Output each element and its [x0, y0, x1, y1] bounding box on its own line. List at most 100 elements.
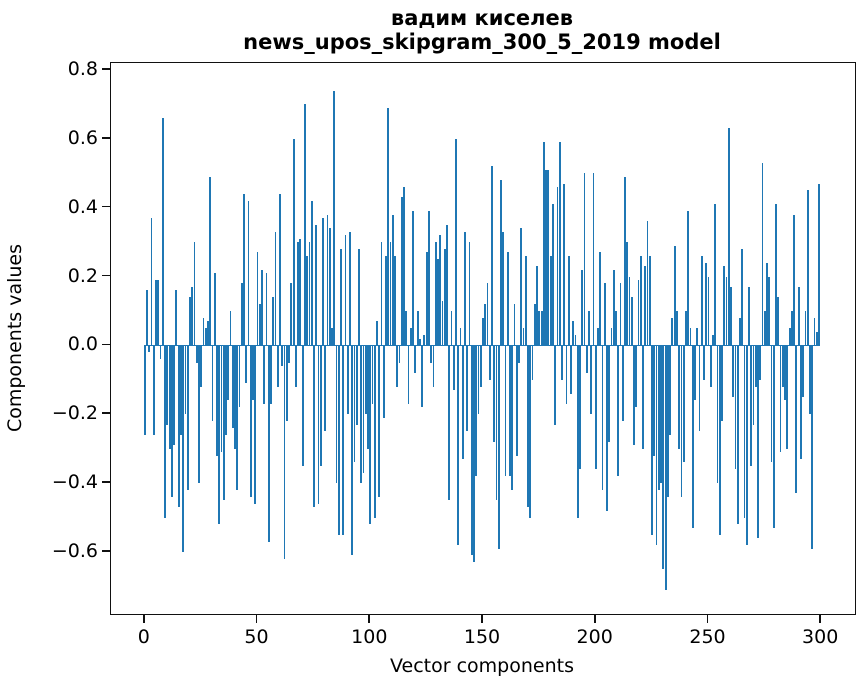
bar-component-108	[387, 107, 390, 346]
bar-component-151	[484, 304, 487, 346]
bar-component-13	[173, 345, 176, 446]
bar-component-146	[473, 345, 475, 563]
bar-component-236	[675, 310, 678, 346]
bar-component-11	[168, 345, 171, 449]
bar-component-115	[403, 186, 405, 346]
bar-component-28	[207, 321, 209, 346]
bar-component-168	[522, 328, 525, 346]
bar-component-35	[222, 345, 225, 501]
y-tick-label-−0.2: −0.2	[51, 402, 98, 425]
y-tick-label-0.4: 0.4	[67, 195, 98, 218]
bar-component-1	[146, 290, 148, 346]
bar-component-31	[213, 273, 216, 346]
bar-component-162	[509, 345, 511, 477]
bar-component-120	[414, 345, 417, 373]
bar-component-131	[439, 235, 442, 346]
bar-component-40	[234, 345, 236, 449]
y-tick-label-0.8: 0.8	[67, 57, 98, 80]
x-tick-label-0: 0	[137, 626, 150, 648]
bar-component-167	[520, 228, 523, 346]
bar-component-280	[775, 204, 777, 346]
bar-component-129	[434, 242, 437, 346]
bar-component-257	[723, 266, 726, 346]
bar-component-288	[793, 214, 796, 346]
y-tick-mark-−0.2	[102, 412, 110, 415]
bar-component-268	[748, 286, 750, 346]
bar-component-54	[265, 273, 268, 346]
bar-component-58	[274, 231, 277, 346]
bar-component-88	[342, 345, 345, 535]
bar-component-240	[685, 310, 687, 346]
bar-component-187	[565, 345, 568, 404]
bar-component-163	[511, 345, 514, 490]
bar-component-256	[721, 345, 723, 422]
chart-title-line1: вадим киселев	[390, 6, 574, 30]
x-tick-mark-300	[819, 615, 822, 623]
bar-component-231	[664, 345, 667, 590]
bar-component-160	[504, 345, 507, 477]
bar-component-175	[538, 310, 541, 346]
x-tick-label-150: 150	[463, 626, 501, 648]
bar-component-279	[772, 345, 775, 528]
bar-component-190	[572, 321, 575, 346]
bar-component-247	[700, 255, 703, 346]
bar-component-185	[561, 345, 563, 380]
bar-component-220	[639, 255, 642, 346]
bar-component-195	[583, 173, 586, 346]
bar-component-16	[179, 345, 182, 435]
bar-component-61	[281, 345, 284, 367]
bar-component-255	[718, 345, 721, 535]
bar-component-141	[461, 345, 464, 459]
bar-component-20	[189, 297, 191, 346]
bar-component-224	[648, 255, 651, 346]
bar-component-262	[734, 345, 737, 470]
bar-component-271	[754, 345, 757, 387]
bar-component-49	[254, 345, 257, 504]
plot-area	[110, 62, 856, 615]
bar-component-274	[761, 162, 764, 346]
bar-component-87	[340, 248, 342, 346]
bar-component-176	[540, 310, 543, 346]
bar-component-17	[182, 345, 185, 552]
bar-component-126	[427, 211, 430, 346]
bar-component-122	[418, 338, 421, 346]
bar-component-34	[220, 345, 223, 453]
bar-component-282	[779, 345, 782, 453]
bar-component-57	[272, 297, 275, 346]
bar-component-225	[651, 345, 653, 535]
bar-component-204	[603, 283, 606, 346]
bar-component-112	[396, 345, 399, 387]
bar-component-277	[768, 276, 771, 346]
bar-component-8	[161, 118, 164, 346]
bar-component-291	[799, 345, 802, 459]
bar-component-95	[358, 248, 360, 346]
bar-component-29	[209, 176, 212, 346]
bar-component-50	[256, 252, 259, 346]
bar-component-37	[227, 345, 230, 401]
x-tick-label-300: 300	[802, 626, 839, 648]
bar-component-103	[376, 321, 378, 346]
bar-component-237	[678, 345, 681, 449]
bar-component-23	[195, 345, 198, 363]
bar-component-216	[630, 297, 633, 346]
bar-component-92	[351, 345, 354, 556]
bar-component-107	[385, 255, 387, 346]
bar-component-36	[225, 345, 227, 435]
bar-component-133	[443, 248, 446, 346]
bar-component-198	[590, 345, 593, 415]
bar-component-83	[331, 328, 333, 346]
bar-component-79	[322, 217, 324, 346]
bar-component-285	[786, 345, 789, 449]
bar-component-166	[518, 345, 520, 363]
bar-component-177	[542, 142, 545, 346]
bar-component-32	[216, 345, 218, 456]
bar-component-26	[202, 317, 205, 346]
bar-component-7	[159, 345, 162, 360]
bar-component-135	[448, 345, 451, 501]
bar-component-294	[806, 190, 809, 346]
bar-component-116	[405, 310, 408, 346]
bar-component-99	[367, 345, 369, 449]
bar-component-173	[533, 304, 536, 346]
bar-component-273	[759, 345, 762, 380]
